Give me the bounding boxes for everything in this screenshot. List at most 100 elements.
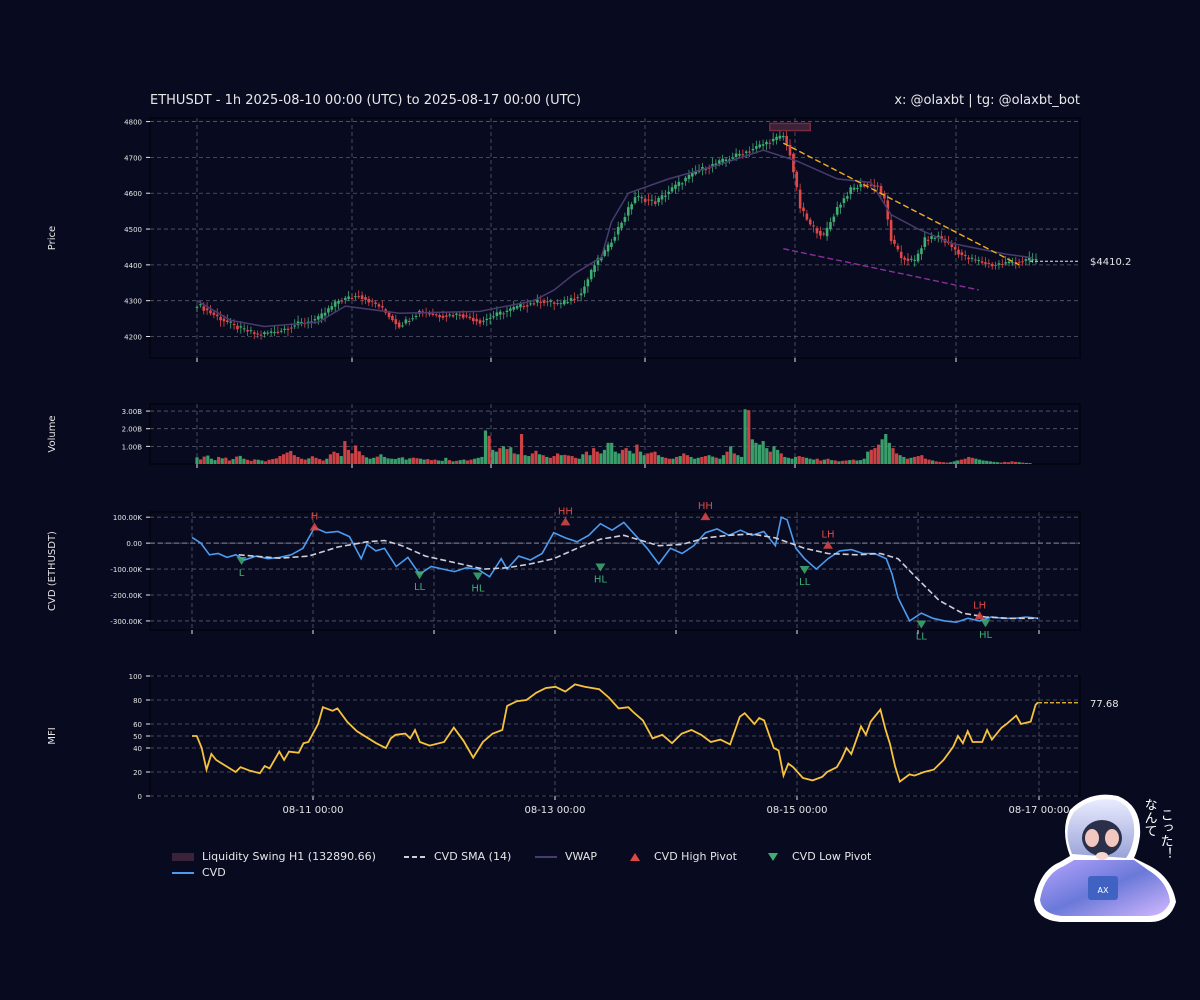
candle-body-86 <box>485 318 489 321</box>
legend-cvd-label: CVD <box>202 866 226 879</box>
volume-bar-55 <box>393 459 397 464</box>
volume-bar-57 <box>400 457 405 464</box>
candle-body-51 <box>367 298 371 303</box>
volume-bar-29 <box>299 458 304 464</box>
candle-body-161 <box>738 154 741 156</box>
candle-body-42 <box>337 300 340 304</box>
volume-bar-174 <box>822 459 827 464</box>
volume-bar-48 <box>368 458 372 464</box>
candle-body-212 <box>910 258 913 260</box>
candle-body-107 <box>556 303 559 305</box>
cvd-panel-frame <box>149 511 1081 631</box>
volume-bar-104 <box>570 456 574 464</box>
legend-high-pivot-swatch <box>630 852 640 861</box>
cvd-low-pivot-4 <box>799 566 810 575</box>
candle-body-175 <box>785 135 788 145</box>
volume-bar-98 <box>548 457 552 464</box>
candle-body-99 <box>529 303 532 305</box>
candle-body-52 <box>370 300 374 302</box>
candle-body-126 <box>620 222 623 229</box>
volume-bar-53 <box>386 458 390 464</box>
candle-body-59 <box>394 319 398 325</box>
candle-body-130 <box>633 197 637 204</box>
candle-body-187 <box>825 227 829 237</box>
volume-bar-204 <box>931 460 935 464</box>
volume-bar-115 <box>610 442 614 464</box>
cvd-low-pivot-label-1: LL <box>414 582 426 593</box>
volume-bar-171 <box>812 459 816 464</box>
candle-body-202 <box>876 185 879 187</box>
x-tick-label-3: 08-17 00:00 <box>1008 805 1069 816</box>
volume-bar-155 <box>754 442 758 464</box>
candle-body-140 <box>667 191 671 195</box>
volume-bar-125 <box>646 453 650 464</box>
candle-body-191 <box>839 204 842 208</box>
hooded-character-sticker-icon: AX なんて こった！ <box>1030 790 1180 926</box>
candle-body-8 <box>222 318 226 322</box>
volume-bar-207 <box>941 462 946 464</box>
candle-body-24 <box>276 331 280 333</box>
volume-bar-202 <box>923 458 928 464</box>
volume-bar-193 <box>891 448 895 464</box>
candle-body-122 <box>606 244 610 252</box>
candle-body-6 <box>215 314 219 317</box>
chart-title: ETHUSDT - 1h 2025-08-10 00:00 (UTC) to 2… <box>150 93 581 108</box>
chart-credit: x: @olaxbt | tg: @olaxbt_bot <box>894 93 1080 108</box>
volume-bar-13 <box>242 458 246 464</box>
candle-body-61 <box>401 325 404 327</box>
candle-body-74 <box>445 315 448 317</box>
legend-cvd-low-pivot: CVD Low Pivot <box>762 850 871 863</box>
volume-bar-224 <box>1003 461 1007 464</box>
volume-bar-131 <box>667 458 671 464</box>
candle-body-113 <box>576 297 580 299</box>
candle-body-226 <box>957 249 960 255</box>
candle-body-110 <box>566 302 569 304</box>
candle-body-242 <box>1011 262 1014 264</box>
volume-bar-105 <box>574 457 578 464</box>
mfi-ytick-label-6: 100 <box>129 673 142 681</box>
candle-body-49 <box>360 295 364 300</box>
candles-group <box>195 129 1038 340</box>
candle-body-173 <box>778 135 782 139</box>
volume-bar-32 <box>310 456 314 464</box>
volume-bar-0 <box>195 457 199 464</box>
candle-body-169 <box>765 141 768 145</box>
candle-body-124 <box>613 236 617 241</box>
volume-bar-89 <box>516 454 520 464</box>
volume-bar-169 <box>804 457 809 464</box>
volume-bar-59 <box>408 458 412 464</box>
candle-body-94 <box>512 307 516 310</box>
volume-bar-163 <box>783 456 787 464</box>
candle-body-26 <box>283 328 286 330</box>
candle-body-83 <box>475 319 478 322</box>
candle-body-54 <box>377 304 381 307</box>
candle-body-203 <box>879 186 883 194</box>
candle-body-132 <box>640 197 644 199</box>
candle-body-121 <box>603 250 607 256</box>
candle-body-44 <box>343 297 347 300</box>
volume-bar-85 <box>501 446 506 464</box>
x-tick-label-0: 08-11 00:00 <box>282 805 343 816</box>
candle-body-111 <box>569 298 573 301</box>
volume-bar-9 <box>227 460 232 464</box>
cvd-high-pivot-1 <box>560 517 571 526</box>
volume-bar-7 <box>220 458 224 464</box>
volume-bar-20 <box>267 459 271 464</box>
volume-bar-200 <box>916 456 920 464</box>
volume-bar-168 <box>801 456 805 464</box>
candle-body-119 <box>596 257 600 265</box>
candle-body-142 <box>674 184 677 189</box>
candle-body-60 <box>397 322 401 328</box>
candle-body-55 <box>381 306 384 308</box>
price-ytick-label-1: 4300 <box>124 298 142 306</box>
candle-body-160 <box>734 153 738 157</box>
sticker-text-2: こった！ <box>1157 808 1173 860</box>
candle-body-137 <box>657 197 660 203</box>
volume-bar-18 <box>260 460 264 464</box>
volume-bar-38 <box>332 451 336 464</box>
cvd-ytick-label-4: -300.00K <box>110 618 142 626</box>
candle-body-232 <box>977 260 981 262</box>
volume-bar-121 <box>631 453 635 464</box>
candle-body-190 <box>835 206 839 215</box>
volume-bar-213 <box>963 458 967 464</box>
